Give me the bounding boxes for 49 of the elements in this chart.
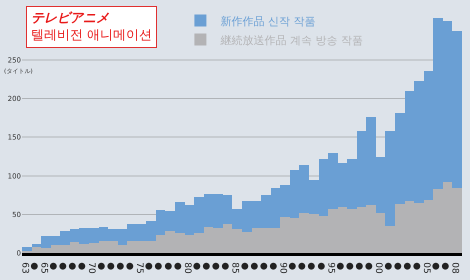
x-tick-label: ● [191, 262, 202, 270]
x-tick-label: ● [316, 262, 326, 270]
x-tick-label: ● [114, 262, 125, 270]
x-tick-label: ● [48, 262, 58, 270]
x-tick-label: ● [162, 262, 173, 270]
x-tick-label: ● [239, 262, 250, 270]
x-tick-label: ● [58, 262, 68, 270]
x-tick-label: 08 [450, 262, 460, 274]
x-tick-label: ● [354, 262, 364, 270]
x-tick-label: ● [430, 262, 441, 270]
legend-label: 新作作品 신작 작품 [220, 14, 316, 28]
x-tick-label: ● [392, 262, 402, 270]
x-tick-label: 65 [38, 262, 48, 274]
x-tick-label: ● [76, 262, 87, 270]
text: テレビアニメ 텔레비전 애니메이션 [31, 11, 152, 43]
x-tick-label: ● [440, 262, 450, 270]
x-tick-label: ● [344, 262, 354, 270]
x-tick-label: ● [296, 262, 307, 270]
x-tick-label: ● [268, 262, 278, 270]
x-tick-label: 05 [421, 262, 432, 274]
x-tick-label: ● [287, 262, 298, 270]
x-tick-label: ● [220, 262, 230, 270]
x-tick-label: ● [411, 262, 422, 270]
x-tick-label: ● [172, 262, 182, 270]
x-tick-label: ● [153, 262, 164, 270]
x-tick-label: 63 [19, 262, 30, 274]
x-tick-label: ● [96, 262, 106, 270]
x-tick-label: ● [402, 262, 412, 270]
x-tick-label: 90 [278, 262, 288, 274]
x-tick-label: ● [364, 262, 374, 270]
x-tick-label: ● [28, 262, 39, 270]
x-tick-label: ● [258, 262, 268, 270]
x-tick-label: ● [201, 262, 212, 270]
x-tick-label: ● [124, 262, 134, 270]
x-tick-label: ● [210, 262, 221, 270]
x-tick-label: 95 [325, 262, 336, 274]
x-tick-label: 70 [86, 262, 96, 274]
x-tick-label: 75 [134, 262, 144, 274]
x-tick-label: ● [306, 262, 316, 270]
bar [22, 247, 32, 251]
x-tick-label: ● [144, 262, 154, 270]
x-tick-label: ● [67, 262, 78, 270]
x-tick-label: ● [382, 262, 393, 270]
x-tick-label: 00 [373, 262, 384, 274]
x-tick-label: 80 [182, 262, 192, 274]
x-tick-label: ● [334, 262, 345, 270]
x-tick-label: ● [248, 262, 259, 270]
x-tick-label: ● [105, 262, 116, 270]
x-tick-label: 85 [230, 262, 240, 274]
